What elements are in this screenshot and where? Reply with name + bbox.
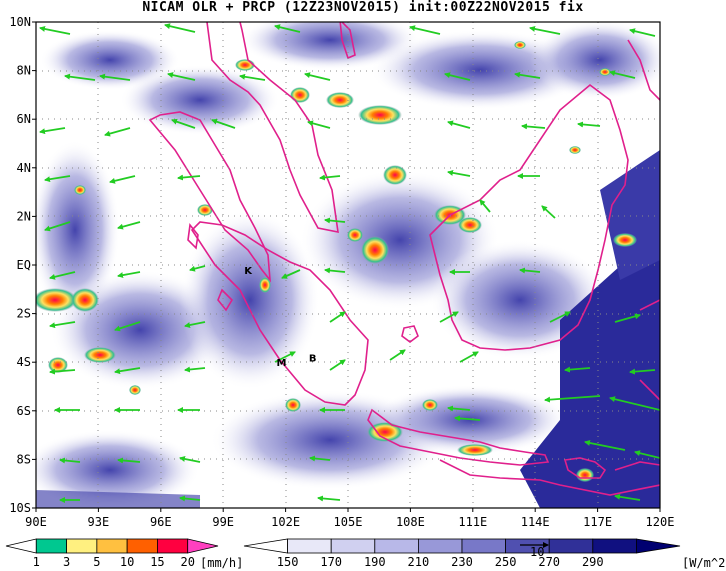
lon-label: 105E bbox=[334, 515, 363, 529]
lat-label: 8N bbox=[17, 64, 31, 78]
map-title: NICAM OLR + PRCP (12Z23NOV2015) init:00Z… bbox=[142, 0, 584, 15]
precip-tick-label: 15 bbox=[150, 555, 164, 569]
lon-label: 108E bbox=[396, 515, 425, 529]
precip-tick-label: 10 bbox=[120, 555, 134, 569]
olr-colorbar: 150 170 190 210 230 250 270 290 [W/m^2] 10 bbox=[243, 538, 726, 570]
precip-swatch bbox=[5, 538, 37, 554]
lon-label: 96E bbox=[150, 515, 172, 529]
station-markers: K M B bbox=[244, 266, 316, 369]
precip-cells bbox=[36, 41, 637, 482]
precip-colorbar: 1 3 5 10 15 20 [mm/h] bbox=[5, 538, 243, 570]
precip-unit-label: [mm/h] bbox=[200, 556, 243, 570]
vector-reference: 10 bbox=[520, 542, 549, 559]
lon-label: 99E bbox=[212, 515, 234, 529]
lat-label: 6S bbox=[17, 404, 31, 418]
station-marker: K bbox=[244, 266, 253, 277]
olr-tick-label: 150 bbox=[277, 555, 299, 569]
lat-lon-grid bbox=[36, 22, 660, 508]
olr-swatch bbox=[330, 538, 376, 554]
olr-swatch bbox=[548, 538, 594, 554]
lon-label: 111E bbox=[458, 515, 487, 529]
olr-swatch bbox=[461, 538, 506, 554]
precip-swatch bbox=[35, 538, 67, 554]
olr-tick-label: 170 bbox=[320, 555, 342, 569]
olr-tick-label: 230 bbox=[451, 555, 473, 569]
olr-swatch bbox=[287, 538, 332, 554]
precip-tick-label: 5 bbox=[93, 555, 100, 569]
lat-label: 8S bbox=[17, 452, 31, 466]
lat-label: 6N bbox=[17, 112, 31, 126]
lat-label: 2S bbox=[17, 307, 31, 321]
olr-swatch bbox=[592, 538, 637, 554]
lon-label: 90E bbox=[25, 515, 47, 529]
precip-swatch bbox=[126, 538, 158, 554]
longitude-axis: 90E 93E 96E 99E 102E 105E 108E 111E 114E 117E 120E bbox=[25, 508, 674, 529]
lon-label: 93E bbox=[88, 515, 110, 529]
olr-tick-label: 270 bbox=[538, 555, 560, 569]
precip-swatch bbox=[187, 538, 219, 554]
lat-label: 10S bbox=[9, 501, 31, 515]
precip-swatch bbox=[157, 538, 189, 554]
lon-label: 114E bbox=[521, 515, 550, 529]
olr-tick-label: 190 bbox=[364, 555, 386, 569]
olr-swatch bbox=[636, 538, 681, 554]
olr-tick-label: 290 bbox=[582, 555, 604, 569]
lon-label: 102E bbox=[271, 515, 300, 529]
lat-label: 4S bbox=[17, 355, 31, 369]
precip-swatch bbox=[66, 538, 98, 554]
olr-tick-label: 210 bbox=[408, 555, 430, 569]
map-field bbox=[36, 22, 660, 508]
lat-label: 2N bbox=[17, 209, 31, 223]
lat-label: 4N bbox=[17, 161, 31, 175]
lat-label: 10N bbox=[9, 15, 31, 29]
olr-swatch bbox=[417, 538, 463, 554]
olr-swatch bbox=[243, 538, 289, 554]
precip-tick-label: 1 bbox=[33, 555, 40, 569]
latitude-axis: 10N 8N 6N 4N 2N EQ 2S 4S 6S 8S 10S bbox=[9, 15, 36, 515]
vector-reference-label: 10 bbox=[530, 545, 544, 559]
olr-tick-label: 250 bbox=[495, 555, 517, 569]
wind-vectors bbox=[39, 23, 660, 503]
lon-label: 120E bbox=[646, 515, 675, 529]
station-marker: B bbox=[309, 353, 317, 364]
precip-tick-label: 3 bbox=[63, 555, 70, 569]
olr-swatch bbox=[374, 538, 419, 554]
lat-label: EQ bbox=[17, 258, 31, 272]
station-marker: M bbox=[276, 358, 286, 369]
olr-cloud-field bbox=[36, 22, 660, 508]
lon-label: 117E bbox=[583, 515, 612, 529]
precip-swatch bbox=[96, 538, 128, 554]
precip-tick-label: 20 bbox=[180, 555, 194, 569]
coastlines bbox=[148, 22, 660, 496]
olr-unit-label: [W/m^2] bbox=[682, 556, 726, 570]
